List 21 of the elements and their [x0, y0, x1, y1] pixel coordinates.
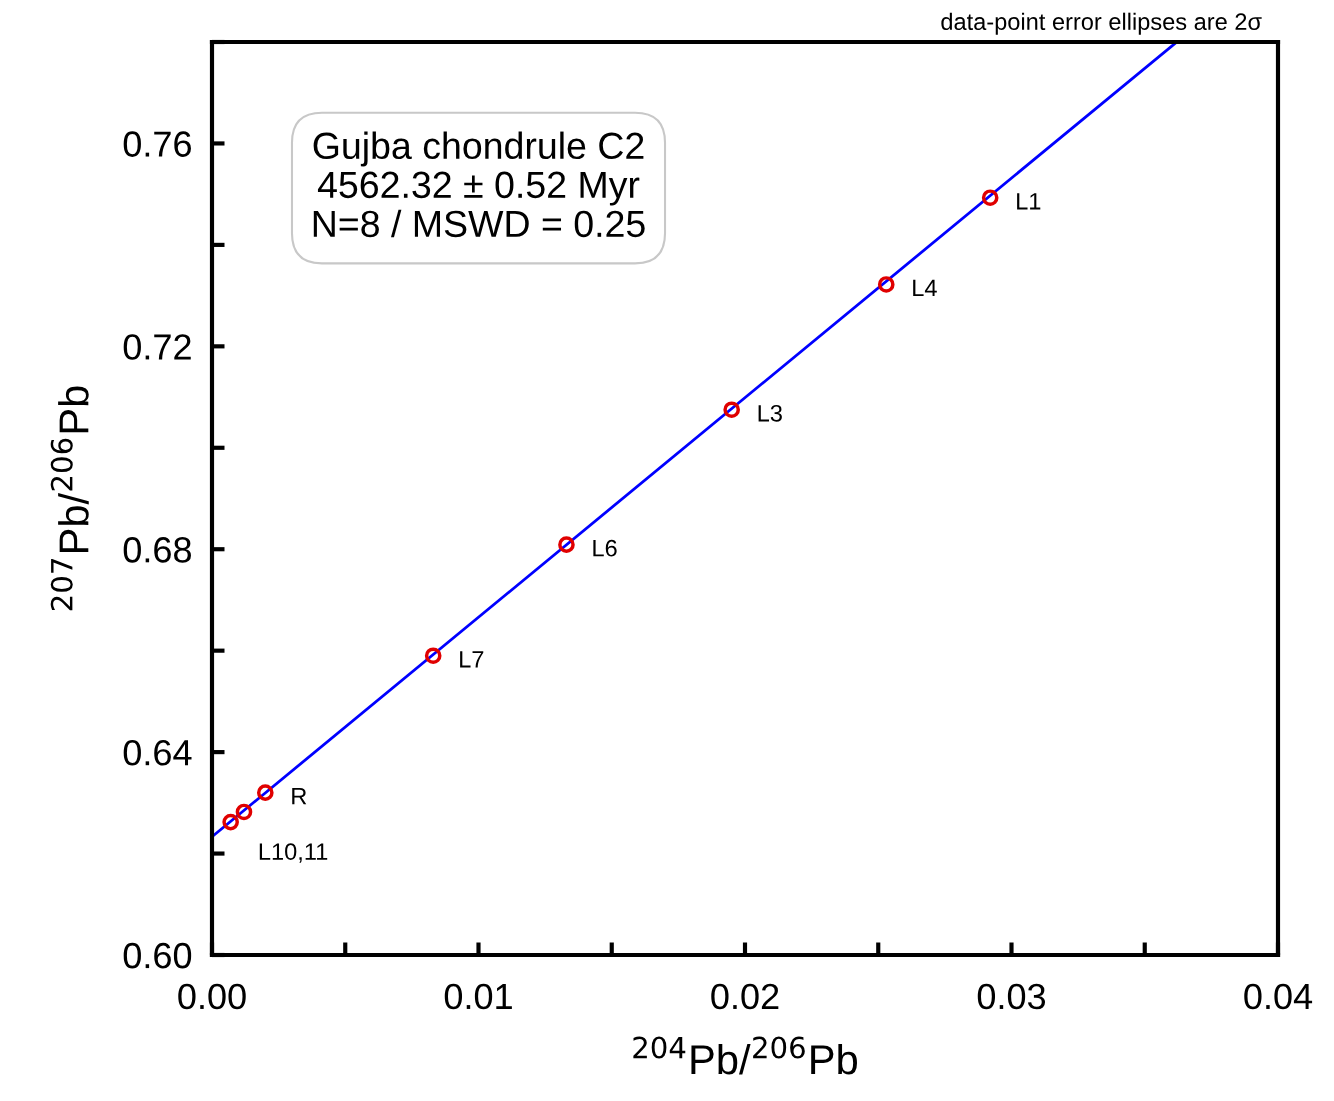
x-tick-label: 0.03: [977, 983, 1046, 1010]
y-tick-label: 0.68: [123, 537, 191, 563]
annotation: Gujba chondrule C2 4562.32 ± 0.52 Myr N=8 / MSWD = 0.25: [313, 131, 645, 238]
annotation: L1: [1017, 193, 1041, 210]
annotation: L3: [758, 404, 782, 422]
x-tick-label: 0.02: [711, 983, 779, 1010]
text: 0.00: [178, 983, 246, 1010]
annotation: L7: [460, 651, 484, 668]
x-tick-label: 0.01: [444, 983, 512, 1010]
y-tick-label: 0.76: [123, 131, 191, 157]
x-tick-label: 0.04: [1244, 983, 1313, 1010]
annotation: L4: [913, 279, 937, 297]
text: data-point error ellipses are 2σ: [941, 12, 1262, 35]
y-tick-label: 0.72: [123, 334, 191, 360]
annotation: L6: [593, 539, 617, 557]
annotation: R: [292, 788, 307, 805]
annotation: L10,11: [259, 843, 328, 863]
y-tick-label: 0.64: [123, 739, 192, 766]
x-axis-title: $^{204}$Pb/$^{206}$Pb: [633, 1036, 858, 1075]
y-axis-title: $^{207}$Pb/$^{206}$Pb: [50, 386, 89, 611]
text: 0.60: [123, 942, 192, 969]
